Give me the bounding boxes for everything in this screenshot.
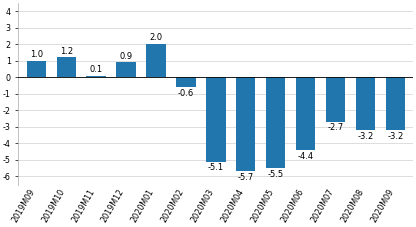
- Bar: [266, 77, 285, 168]
- Text: -3.2: -3.2: [387, 132, 404, 141]
- Bar: [27, 61, 46, 77]
- Bar: [146, 44, 166, 77]
- Bar: [57, 57, 76, 77]
- Text: 2.0: 2.0: [149, 33, 163, 42]
- Text: -0.6: -0.6: [178, 89, 194, 98]
- Text: -5.1: -5.1: [208, 163, 224, 172]
- Bar: [236, 77, 255, 171]
- Text: -4.4: -4.4: [297, 152, 314, 161]
- Bar: [326, 77, 345, 122]
- Bar: [116, 62, 136, 77]
- Text: 1.2: 1.2: [60, 47, 73, 56]
- Bar: [386, 77, 405, 130]
- Text: 0.9: 0.9: [119, 52, 133, 61]
- Bar: [176, 77, 196, 87]
- Bar: [206, 77, 225, 162]
- Bar: [356, 77, 375, 130]
- Text: -2.7: -2.7: [327, 123, 344, 133]
- Text: -3.2: -3.2: [357, 132, 374, 141]
- Text: -5.5: -5.5: [267, 170, 284, 179]
- Text: 0.1: 0.1: [89, 65, 103, 74]
- Bar: [296, 77, 315, 150]
- Text: 1.0: 1.0: [30, 50, 43, 59]
- Bar: [87, 76, 106, 77]
- Text: -5.7: -5.7: [238, 173, 254, 182]
